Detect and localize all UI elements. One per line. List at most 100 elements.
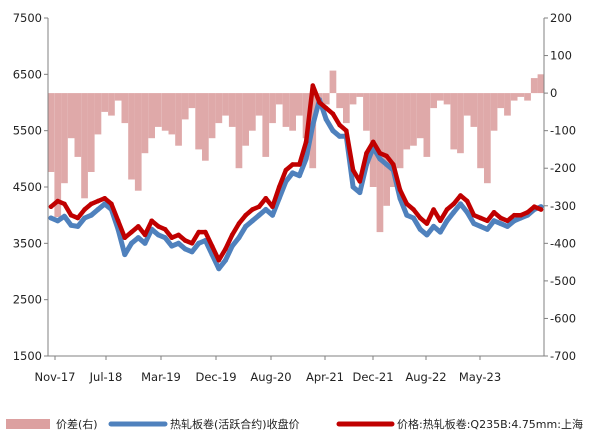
x-tick-label: May-23 bbox=[459, 370, 501, 384]
basis-bar bbox=[437, 93, 444, 101]
x-tick-label: Apr-21 bbox=[306, 370, 344, 384]
basis-bar bbox=[255, 93, 263, 116]
basis-bar bbox=[410, 93, 417, 146]
right-tick-label: 100 bbox=[550, 49, 572, 63]
futures-price-point bbox=[88, 212, 94, 218]
basis-bar bbox=[497, 93, 505, 109]
right-tick-label: -200 bbox=[550, 161, 576, 175]
futures-price-point bbox=[243, 223, 249, 229]
futures-price-point bbox=[68, 222, 74, 228]
spot-price-point bbox=[451, 201, 457, 207]
left-tick-label: 5500 bbox=[13, 124, 42, 138]
spot-price-point bbox=[431, 207, 436, 212]
spot-price-point bbox=[256, 204, 262, 209]
spot-price-point bbox=[417, 215, 423, 221]
basis-bar bbox=[242, 93, 249, 146]
basis-bar bbox=[141, 93, 149, 154]
basis-bar bbox=[228, 93, 236, 127]
spot-price-point bbox=[525, 210, 530, 215]
basis-bar bbox=[175, 93, 182, 146]
spot-price-point bbox=[136, 224, 141, 229]
basis-bar bbox=[289, 93, 296, 131]
basis-bar bbox=[349, 93, 357, 105]
basis-bar bbox=[450, 93, 458, 150]
spot-price-point bbox=[176, 232, 181, 238]
basis-bar bbox=[423, 93, 431, 157]
right-tick-label: -500 bbox=[550, 274, 576, 288]
futures-price-point bbox=[283, 178, 289, 184]
spot-price-point bbox=[310, 83, 316, 88]
futures-price-point bbox=[270, 212, 275, 218]
spot-price-point bbox=[498, 215, 504, 221]
basis-bar bbox=[517, 93, 525, 97]
spot-price-point bbox=[485, 218, 490, 224]
futures-price-point bbox=[189, 249, 195, 255]
basis-bar bbox=[81, 93, 88, 199]
spot-price-point bbox=[464, 198, 470, 204]
legend: 价差(右) 热轧板卷(活跃合约)收盘价 价格:热轧板卷:Q235B:4.75mm… bbox=[6, 417, 583, 431]
left-tick-label: 3500 bbox=[13, 236, 42, 250]
spot-price-point bbox=[129, 229, 134, 235]
basis-bar bbox=[87, 93, 95, 172]
spot-price-point bbox=[397, 187, 403, 193]
basis-bar bbox=[67, 93, 75, 139]
basis-bar bbox=[47, 93, 55, 172]
futures-price-point bbox=[196, 240, 202, 246]
futures-price-point bbox=[48, 215, 54, 221]
futures-price-point bbox=[451, 209, 457, 215]
right-tick-label: 0 bbox=[550, 86, 557, 100]
futures-price-point bbox=[491, 218, 497, 224]
futures-price-point bbox=[162, 235, 168, 241]
price-lines bbox=[48, 83, 544, 272]
spot-price-point bbox=[109, 201, 114, 207]
basis-bar bbox=[195, 93, 202, 150]
x-tick-label: Aug-20 bbox=[250, 370, 291, 384]
basis-bar bbox=[188, 93, 196, 109]
futures-price-point bbox=[404, 212, 410, 218]
spot-price-point bbox=[290, 162, 295, 167]
spot-price-point bbox=[189, 241, 195, 246]
futures-price-point bbox=[122, 252, 128, 258]
legend-label-basis: 价差(右) bbox=[56, 417, 98, 431]
right-tick-label: -700 bbox=[550, 349, 576, 363]
right-tick-label: -100 bbox=[550, 124, 576, 138]
futures-price-point bbox=[504, 223, 510, 229]
futures-price-point bbox=[249, 218, 255, 224]
futures-price-point bbox=[498, 221, 504, 227]
futures-price-point bbox=[337, 133, 343, 139]
spot-price-point bbox=[243, 212, 248, 218]
futures-price-point bbox=[155, 232, 161, 238]
spot-price-point bbox=[384, 153, 389, 159]
basis-bar bbox=[296, 93, 303, 116]
basis-bar bbox=[108, 93, 115, 116]
futures-price-point bbox=[256, 212, 262, 218]
futures-price-point bbox=[478, 223, 484, 229]
basis-bar bbox=[128, 93, 135, 180]
basis-bar bbox=[94, 93, 102, 135]
futures-price-point bbox=[229, 243, 235, 249]
futures-price-point bbox=[129, 240, 134, 246]
legend-swatch-basis bbox=[6, 419, 50, 429]
spot-price-point bbox=[518, 212, 524, 218]
x-tick-label: Aug-22 bbox=[405, 370, 446, 384]
basis-bar bbox=[383, 93, 390, 206]
spot-price-point bbox=[48, 204, 54, 209]
basis-bar bbox=[390, 93, 397, 187]
basis-bar bbox=[504, 93, 511, 116]
basis-bar bbox=[202, 93, 209, 161]
futures-price-point bbox=[484, 226, 490, 232]
basis-bar bbox=[356, 93, 364, 97]
left-tick-label: 7500 bbox=[13, 11, 42, 25]
basis-bar bbox=[443, 93, 451, 105]
futures-price-point bbox=[142, 240, 148, 246]
spot-price-point bbox=[364, 150, 369, 156]
spot-price-point bbox=[55, 198, 60, 204]
basis-bar bbox=[322, 93, 330, 105]
spot-price-point bbox=[250, 207, 255, 212]
futures-price-point bbox=[223, 257, 228, 263]
futures-price-point bbox=[471, 221, 477, 227]
spot-price-point bbox=[62, 201, 67, 207]
legend-label-futures: 热轧板卷(活跃合约)收盘价 bbox=[170, 417, 300, 431]
basis-bar bbox=[282, 93, 290, 127]
